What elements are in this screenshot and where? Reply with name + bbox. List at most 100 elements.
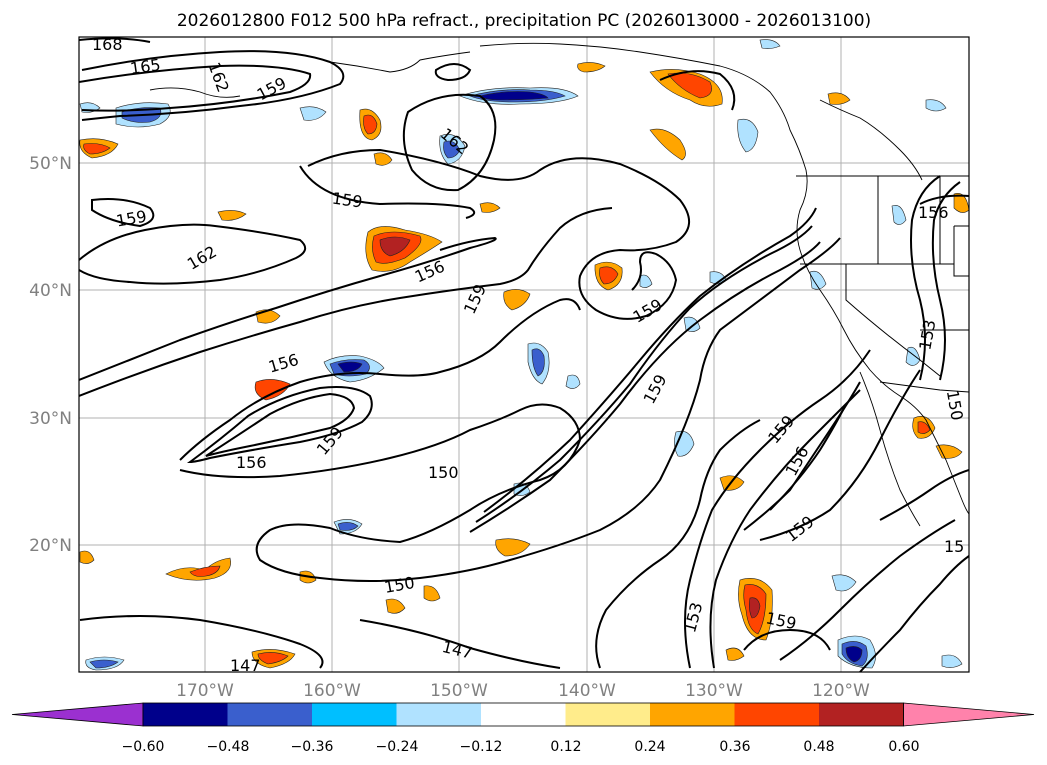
contour-label: 165 [129,55,162,78]
colorbar-segment [565,703,651,726]
colorbar-tick: 0.60 [888,739,919,755]
colorbar: −0.60 −0.48 −0.36 −0.24 −0.12 0.12 0.24 … [11,702,1035,755]
precip-blob [639,274,653,288]
lat-label: 20°N [29,536,72,556]
borders [796,175,969,393]
lon-label: 170°W [176,681,234,701]
precip-blob [79,550,95,564]
precip-blob [189,565,221,577]
precip-blob [759,39,781,49]
precip-blob [89,659,119,669]
colorbar-segment [481,703,566,726]
coastline [819,99,923,181]
precip-blob [254,379,291,401]
precip-blob [577,62,606,73]
precip-blob [935,444,963,459]
precip-blob [649,128,686,161]
precip-blob [891,205,907,225]
precip-blob [827,92,851,105]
precip-blob [337,361,363,373]
precip-blob [749,597,761,619]
contour-line [299,165,476,219]
lon-label: 120°W [812,681,870,701]
contour-label: 156 [918,203,949,222]
colorbar-tick: 0.36 [719,739,750,755]
precip-blob [719,475,745,491]
colorbar-segment [734,703,820,726]
contour-line [859,555,969,672]
coastline [149,87,241,98]
precip-blobs [79,39,969,671]
lon-label: 160°W [303,681,361,701]
longitude-labels: 170°W 160°W 150°W 140°W 130°W 120°W [176,681,870,701]
precip-blob [217,210,247,221]
map-area: 168 165 162 159 162 159 159 162 156 159 … [79,35,969,672]
colorbar-frame [142,702,904,727]
contour-line [81,50,345,121]
contour-label: 159 [331,189,364,212]
contour-line [205,392,356,457]
precip-blob [337,522,359,531]
precip-blob [503,289,531,311]
precip-blob [373,152,393,166]
precip-blob [683,316,701,332]
colorbar-segment [143,703,228,726]
coastline [859,371,921,527]
colorbar-extend-max [903,702,1035,727]
contour-line [743,628,831,651]
contour-label: 168 [92,35,123,54]
colorbar-tick: −0.60 [122,739,165,755]
colorbar-segment [396,703,482,726]
colorbar-segment [819,703,904,726]
contour-line [595,419,761,669]
colorbar-segments [11,702,1035,727]
colorbar-segment [227,703,313,726]
lon-label: 140°W [558,681,616,701]
coastline [479,42,969,515]
colorbar-segment [650,703,735,726]
contour-line [91,198,155,228]
colorbar-tick: 0.12 [550,739,581,755]
lat-label: 30°N [29,409,72,429]
colorbar-tick: −0.12 [460,739,503,755]
lon-label: 150°W [430,681,488,701]
contour-line [79,64,312,112]
contour-line [759,369,921,541]
contour-line [779,519,956,661]
contours [79,37,969,672]
precip-blob [941,654,963,668]
contour-line [483,207,817,513]
contour-line [307,148,690,320]
lat-label: 40°N [29,281,72,301]
precip-blob [379,236,411,257]
colorbar-tick: −0.36 [291,739,334,755]
contour-line [79,236,497,381]
contour-line [910,175,941,381]
contour-label: 150 [428,463,459,482]
precip-blob [385,598,406,614]
contour-line [186,386,373,464]
latitude-labels: 50°N 40°N 30°N 20°N [29,154,72,556]
coastline [329,51,471,73]
precip-blob [845,646,863,663]
contour-line [919,194,969,205]
contour-line [79,207,613,397]
contour-line [179,237,841,582]
contour-line [402,93,497,192]
coastlines [149,42,969,527]
precip-blob [423,585,441,602]
precip-blob [531,348,545,377]
precip-blob [737,118,759,153]
precip-blob [667,72,712,99]
contour-label: 15 [944,537,964,556]
contour-line [79,37,151,43]
contour-line [931,181,961,381]
precip-blob [725,647,745,661]
map-frame [78,36,970,673]
contour-line [659,70,736,111]
colorbar-tick: 0.48 [803,739,834,755]
precip-blob [479,202,501,213]
contour-line [79,223,307,285]
colorbar-tick: −0.24 [376,739,419,755]
